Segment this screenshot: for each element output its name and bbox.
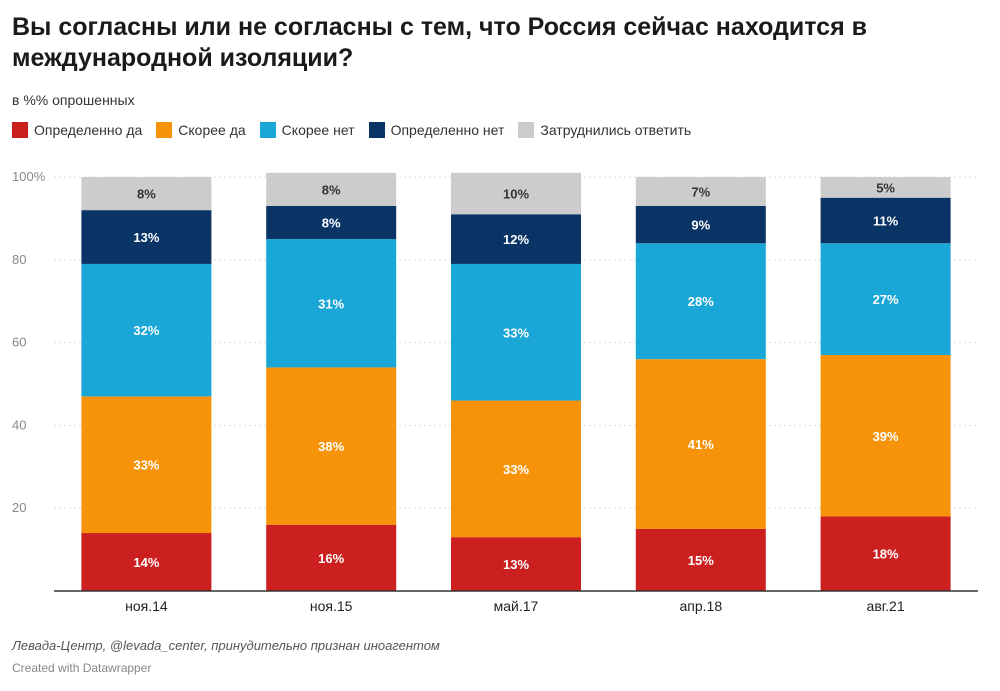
chart-title: Вы согласны или не согласны с тем, что Р… xyxy=(12,13,867,72)
legend-label: Скорее да xyxy=(178,122,246,138)
bar-value-label: 12% xyxy=(503,232,529,247)
bar-value-label: 5% xyxy=(876,180,895,195)
bar-value-label: 33% xyxy=(133,458,159,473)
bar-value-label: 13% xyxy=(503,557,529,572)
bar-value-label: 41% xyxy=(688,437,714,452)
bar-segment xyxy=(81,263,212,397)
legend-swatch xyxy=(368,122,385,138)
bar-segment xyxy=(820,177,951,198)
bar-segment xyxy=(820,243,951,356)
x-category-label: ноя.14 xyxy=(125,598,168,614)
bar-segment xyxy=(820,355,951,517)
credit-note: Created with Datawrapper xyxy=(12,661,152,675)
y-tick-label: 20 xyxy=(12,500,26,515)
legend-label: Скорее нет xyxy=(281,122,355,138)
bar-segment xyxy=(266,172,397,206)
bar-value-label: 8% xyxy=(322,216,341,231)
bar-segment xyxy=(451,400,581,538)
bar-value-label: 33% xyxy=(503,462,529,477)
legend-item-definitely-no: Определенно нет xyxy=(368,122,505,138)
legend-swatch xyxy=(12,122,28,138)
bar-segment xyxy=(81,177,212,211)
bar-value-label: 13% xyxy=(133,230,159,245)
bar-segment xyxy=(451,263,581,401)
bar-value-label: 27% xyxy=(873,292,899,307)
bar-segment xyxy=(635,528,766,591)
bar-segment xyxy=(81,396,212,534)
bar-value-label: 31% xyxy=(318,296,344,311)
bar-value-label: 32% xyxy=(133,323,159,338)
legend: Определенно да Скорее да Скорее нет Опре… xyxy=(12,122,705,138)
bar-value-label: 8% xyxy=(137,187,156,202)
bar-value-label: 8% xyxy=(322,182,341,197)
legend-label: Определенно да xyxy=(34,122,143,138)
source-note: Левада-Центр, @levada_center, принудител… xyxy=(12,638,440,653)
bar-segment xyxy=(820,197,951,244)
bar-value-label: 28% xyxy=(688,294,714,309)
bar-segment xyxy=(820,516,951,591)
bar-segment xyxy=(451,537,581,591)
bar-segment xyxy=(266,205,397,240)
y-tick-label: 60 xyxy=(12,335,26,350)
legend-item-hard-to-say: Затруднились ответить xyxy=(518,122,691,138)
legend-item-definitely-yes: Определенно да xyxy=(12,122,142,138)
bar-segment xyxy=(635,243,766,360)
bar-segment xyxy=(635,177,766,206)
bar-value-label: 10% xyxy=(503,187,529,202)
x-category-label: май.17 xyxy=(494,598,539,614)
legend-swatch xyxy=(156,122,173,138)
legend-label: Затруднились ответить xyxy=(540,122,692,138)
bar-value-label: 16% xyxy=(318,551,344,566)
legend-item-rather-no: Скорее нет xyxy=(259,122,355,138)
legend-item-rather-yes: Скорее да xyxy=(156,122,246,138)
legend-label: Определенно нет xyxy=(390,122,505,138)
bar-segment xyxy=(81,210,212,264)
bar-segment xyxy=(451,172,581,215)
x-category-label: ноя.15 xyxy=(310,598,353,614)
x-category-label: апр.18 xyxy=(679,598,722,614)
bar-segment xyxy=(266,524,397,591)
bar-segment xyxy=(81,533,212,591)
bar-segment xyxy=(635,359,766,529)
bar-segment xyxy=(451,214,581,264)
y-tick-label: 40 xyxy=(12,417,26,432)
bar-value-label: 7% xyxy=(691,184,710,199)
stacked-bar-chart: 20 40 60 80 100% 14% 33% 32% 13% 8% ноя.14 16% 38% 31… xyxy=(12,169,978,614)
y-tick-label: 100% xyxy=(12,169,46,184)
bar-value-label: 39% xyxy=(873,429,899,444)
y-tick-label: 80 xyxy=(12,252,26,267)
bar-value-label: 14% xyxy=(133,555,159,570)
legend-swatch xyxy=(518,122,535,138)
bar-value-label: 11% xyxy=(873,213,899,228)
bar-segment xyxy=(266,367,397,525)
bar-value-label: 38% xyxy=(318,439,344,454)
x-category-label: авг.21 xyxy=(867,598,905,614)
legend-swatch xyxy=(259,122,276,138)
bar-segment xyxy=(635,205,766,244)
bar-value-label: 9% xyxy=(691,218,710,233)
bar-value-label: 15% xyxy=(688,553,714,568)
bar-value-label: 18% xyxy=(873,547,899,562)
chart-subtitle: в %% опрошенных xyxy=(12,92,135,108)
bar-segment xyxy=(266,239,397,368)
bar-value-label: 33% xyxy=(503,325,529,340)
